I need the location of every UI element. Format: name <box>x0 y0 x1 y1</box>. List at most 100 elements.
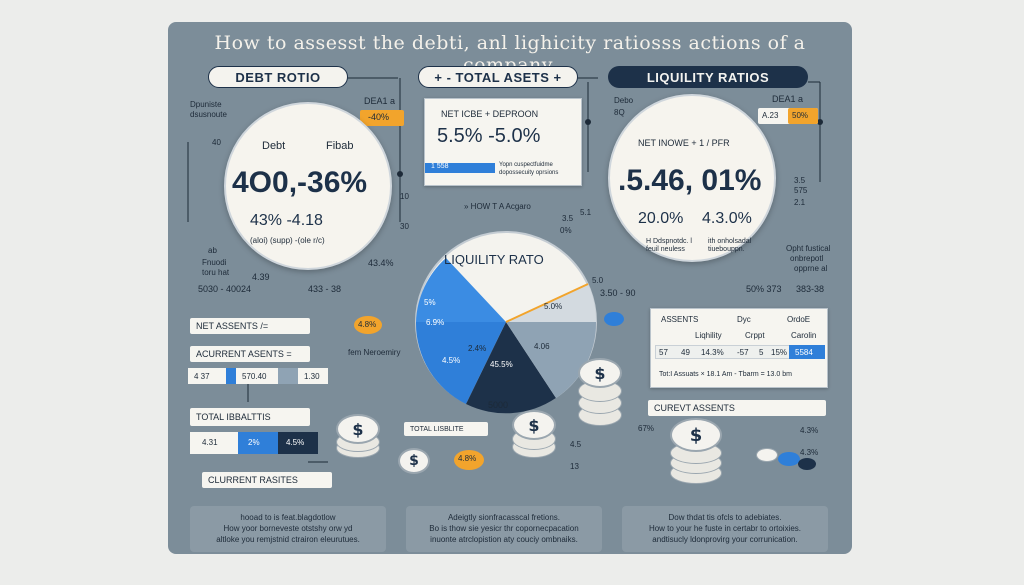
table-cell: 5584 <box>795 348 813 357</box>
opt-1: Opht fustical <box>786 244 831 253</box>
num-d: 433 - 38 <box>308 284 342 294</box>
right-tag-highlight <box>788 108 818 124</box>
liquidity-sub-2: 4.3.0% <box>702 210 752 227</box>
bottom-box-3: Dow thdat tis ofcls to adebiates. How to… <box>622 506 828 552</box>
bar2-val-1: 4.31 <box>202 438 218 447</box>
table-num-3: 4.3% <box>800 448 819 457</box>
right-side-1: Debo <box>614 96 634 105</box>
badge-value-2: 4.8% <box>458 454 477 463</box>
right-tag-value-2: 50% <box>792 111 809 120</box>
table-num-2: 4.3% <box>800 426 819 435</box>
num-c: 5030 - 40024 <box>198 284 252 294</box>
dollar-coin-icon: $ <box>512 410 556 440</box>
card-bar <box>425 163 495 173</box>
table-header-2: Dyc <box>737 315 751 324</box>
card-note: Yopn cuspectfuidme dopossecuity oprsions <box>499 162 559 176</box>
bottom-3-line-3: andtisucly ldonprovirg your corrunicatio… <box>652 535 798 544</box>
pie-label-2: 6.9% <box>426 318 445 327</box>
right-side-num-3: 575 <box>794 186 808 195</box>
liquidity-note-1: H Ddspnotdc. l feuil neuless <box>646 238 692 253</box>
bottom-3-line-2: How to your he fuste in certabr to ortoi… <box>648 524 802 533</box>
table-header-3: OrdoE <box>787 315 811 324</box>
fn-2: toru hat <box>202 268 230 277</box>
table-header-1: ASSENTS <box>661 315 699 324</box>
infographic-board: How to assesst the debti, anl lighicity … <box>168 22 852 554</box>
total-liabilities-tag: TOTAL IBBALTTIS <box>190 408 310 426</box>
right-side-2: 8Q <box>614 108 625 117</box>
blue-token-icon <box>604 312 624 326</box>
dollar-coin-icon: $ <box>336 414 380 444</box>
center-num-4: 13 <box>570 462 579 471</box>
table-cell: 14.3% <box>701 348 724 357</box>
num-b: 43.4% <box>368 258 394 268</box>
tick-ab: ab <box>208 246 217 255</box>
side-note-1: Dpuniste <box>190 100 222 109</box>
coin-icon <box>756 448 778 462</box>
total-assets-header: + - TOTAL ASETS + <box>418 66 578 88</box>
side-note-2: dsusnoute <box>190 110 227 119</box>
bar-val-2: 570.40 <box>242 372 267 381</box>
table-num-1: 67% <box>638 424 655 433</box>
bottom-2-line-1: Adeigtly sionfracasscal fretions. <box>447 513 561 522</box>
pie-bottom: 5000 <box>488 400 509 410</box>
opt-3: opprne al <box>794 264 828 273</box>
blue-token-icon <box>778 452 800 466</box>
num-a: 4.39 <box>252 272 270 282</box>
how-label: » HOW T A Acgaro <box>464 202 531 211</box>
liquidity-circle <box>608 94 776 262</box>
bottom-1-line-3: altloke you remjstnid ctrairon eleurutue… <box>216 535 360 544</box>
table-cell: 15% <box>771 348 788 357</box>
bar2-val-2: 2% <box>248 438 260 447</box>
center-num-1: 3.5 <box>562 214 574 223</box>
tick-30: 30 <box>400 222 409 231</box>
debt-sub-value: 43% -4.18 <box>250 212 323 229</box>
bar-segment-grey <box>278 368 298 384</box>
bar-val-1: 4 37 <box>194 372 210 381</box>
dollar-coin-icon: $ <box>578 358 622 388</box>
right-side-num-1: 5.1 <box>580 208 592 217</box>
table-row-highlight <box>789 345 825 359</box>
bottom-3-line-1: Dow thdat tis ofcls to adebiates. <box>668 513 782 522</box>
pie-label-3: 2.4% <box>468 344 487 353</box>
pie-title: LIQUILITY RATO <box>444 252 544 267</box>
table-subheader-1: Liqhility <box>695 331 722 340</box>
debt-ratio-circle <box>224 102 392 270</box>
table-cell: 57 <box>659 348 668 357</box>
tick-10: 10 <box>400 192 409 201</box>
bottom-box-2: Adeigtly sionfracasscal fretions. Bo is … <box>406 506 602 552</box>
pie-label-5: 45.5% <box>490 360 513 369</box>
right-num-1: 5.0 <box>592 276 604 285</box>
debt-ratio-header: DEBT ROTIO <box>208 66 348 88</box>
bottom-2-line-3: inuonte atrclopistion aty couciy ombnaik… <box>430 535 578 544</box>
navy-token-icon <box>798 458 816 470</box>
table-cell: 5 <box>759 348 764 357</box>
net-assets-tag: NET ASSENTS /= <box>190 318 310 334</box>
total-lisblite-tag: TOTAL LISBLITE <box>404 422 488 436</box>
badge-orange <box>354 316 382 334</box>
right-circle-line: NET INOWE + 1 / PFR <box>638 138 730 148</box>
dollar-coin-icon: $ <box>398 448 430 474</box>
pie-label-1: 5% <box>424 298 436 307</box>
opt-2: onbrepotl <box>790 254 824 263</box>
table-subheader-2: Crppt <box>745 331 765 340</box>
card-line-2: 5.5% -5.0% <box>437 125 541 147</box>
current-rasites-tag: CLURRENT RASITES <box>202 472 332 488</box>
right-tag-label: DEA1 a <box>772 94 804 104</box>
circle-word-fibab: Fibab <box>326 140 354 152</box>
card-bar-label: 1 558 <box>431 163 449 170</box>
bottom-1-line-1: hooad to is feat.blagdotlow <box>240 513 336 522</box>
bottom-2-line-2: Bo is thow sie yesicr thr copornecpacati… <box>429 524 579 533</box>
fn-1: Fnuodi <box>202 258 227 267</box>
liabilities-bar-blue <box>238 432 278 454</box>
badge-orange-2 <box>454 450 484 470</box>
debt-sub-note: (aloi) (supp) -(ole r/c) <box>250 236 325 245</box>
table-footer: Tot:I Assuats × 18.1 Am - Tbarm = 13.0 b… <box>659 371 792 378</box>
dollar-coin-icon: $ <box>670 418 722 452</box>
bar-val-3: 1.30 <box>304 372 320 381</box>
right-num-3: 50% 373 <box>746 284 782 294</box>
liquidity-big-value: .5.46, 01% <box>618 164 762 197</box>
table-cell: 49 <box>681 348 690 357</box>
center-num-3: 4.5 <box>570 440 582 449</box>
left-tag-label: DEA1 a <box>364 96 396 106</box>
assets-table: ASSENTS Dyc OrdoE Liqhility Crppt Caroli… <box>650 308 828 388</box>
